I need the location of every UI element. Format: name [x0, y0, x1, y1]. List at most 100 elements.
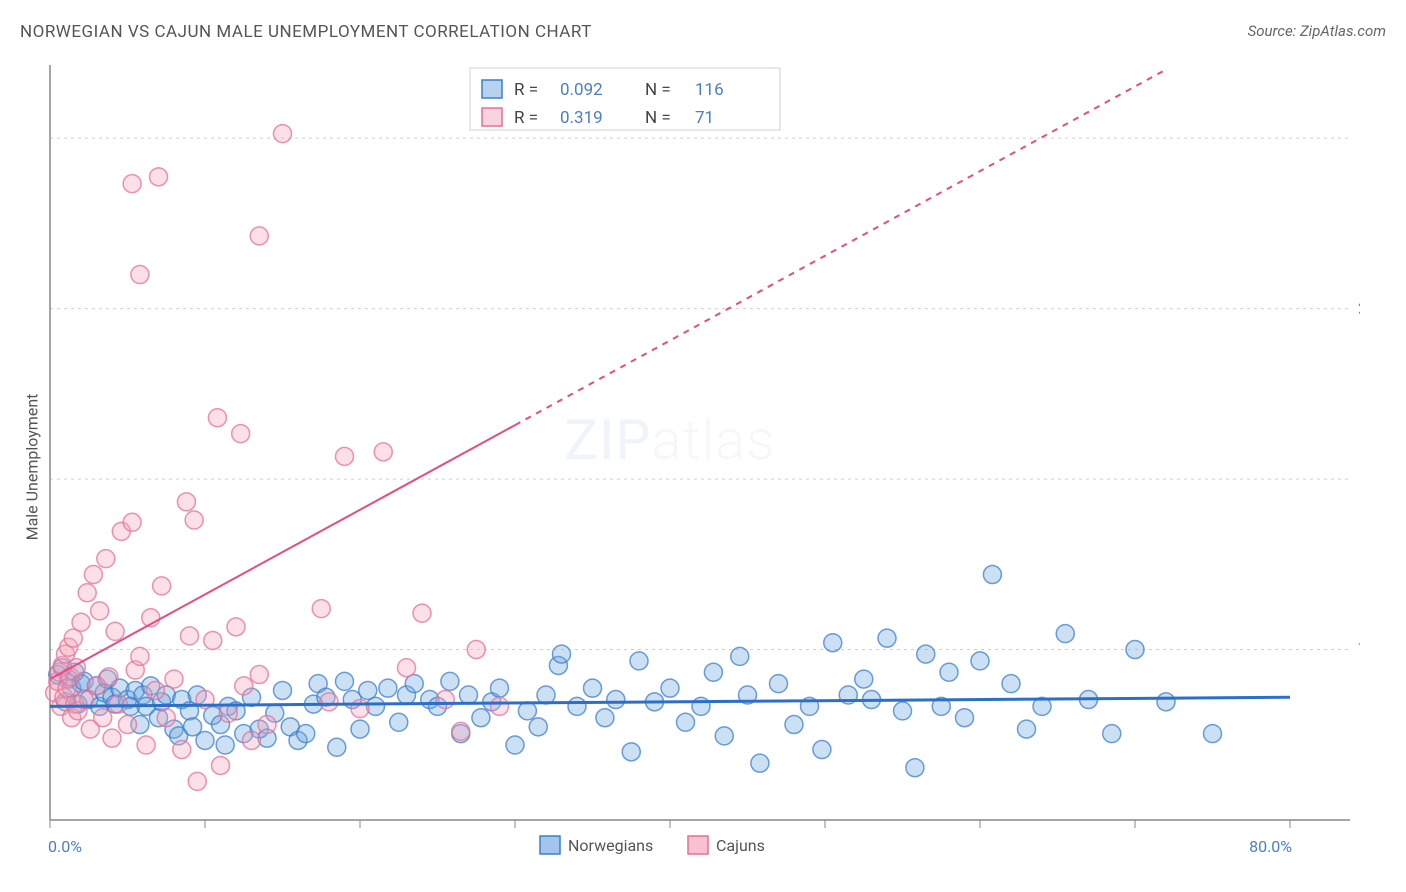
data-point: [630, 652, 648, 670]
stat-n-label: N =: [645, 108, 671, 128]
data-point: [84, 566, 102, 584]
data-point: [216, 736, 234, 754]
data-point: [441, 672, 459, 690]
data-point: [297, 725, 315, 743]
data-point: [320, 693, 338, 711]
data-point: [374, 443, 392, 461]
x-tick-label: 80.0%: [1249, 837, 1292, 856]
data-point: [153, 577, 171, 595]
stat-r-value: 0.092: [560, 80, 603, 100]
data-point: [956, 709, 974, 727]
data-point: [351, 720, 369, 738]
data-point: [250, 666, 268, 684]
regression-line: [50, 425, 515, 679]
data-point: [157, 709, 175, 727]
data-point: [661, 679, 679, 697]
data-point: [312, 600, 330, 618]
data-point: [584, 679, 602, 697]
data-point: [131, 647, 149, 665]
data-point: [351, 700, 369, 718]
data-point: [78, 584, 96, 602]
data-point: [607, 691, 625, 709]
data-point: [715, 727, 733, 745]
data-point: [258, 716, 276, 734]
data-point: [491, 697, 509, 715]
scatter-chart: 7.5%22.5%0.0%80.0%ZIPatlasR =0.092N =116…: [20, 60, 1360, 870]
data-point: [460, 686, 478, 704]
data-point: [235, 677, 253, 695]
legend-swatch: [540, 836, 560, 854]
data-point: [813, 741, 831, 759]
data-point: [1056, 625, 1074, 643]
data-point: [274, 125, 292, 143]
data-point: [328, 738, 346, 756]
data-point: [1103, 725, 1121, 743]
data-point: [208, 409, 226, 427]
data-point: [106, 622, 124, 640]
legend-swatch: [688, 836, 708, 854]
data-point: [983, 566, 1001, 584]
data-point: [232, 425, 250, 443]
data-point: [731, 647, 749, 665]
data-point: [243, 731, 261, 749]
data-point: [146, 681, 164, 699]
data-point: [622, 743, 640, 761]
data-point: [855, 670, 873, 688]
data-point: [173, 741, 191, 759]
y-tick-label: 7.5%: [1358, 640, 1360, 659]
data-point: [518, 702, 536, 720]
stat-r-value: 0.319: [560, 108, 603, 128]
data-point: [1204, 725, 1222, 743]
source-label: Source:: [1248, 22, 1300, 40]
data-point: [212, 756, 230, 774]
data-point: [677, 713, 695, 731]
source-value: ZipAtlas.com: [1300, 22, 1386, 40]
data-point: [1002, 675, 1020, 693]
y-axis-label: Male Unemployment: [23, 394, 42, 541]
source-citation: Source: ZipAtlas.com: [1248, 22, 1386, 40]
data-point: [109, 695, 127, 713]
data-point: [751, 754, 769, 772]
data-point: [785, 716, 803, 734]
chart-title: NORWEGIAN VS CAJUN MALE UNEMPLOYMENT COR…: [20, 22, 592, 42]
data-point: [568, 697, 586, 715]
data-point: [452, 722, 470, 740]
data-point: [72, 613, 90, 631]
data-point: [506, 736, 524, 754]
y-tick-label: 22.5%: [1358, 299, 1360, 318]
data-point: [103, 729, 121, 747]
data-point: [188, 772, 206, 790]
data-point: [165, 670, 183, 688]
data-point: [824, 634, 842, 652]
data-point: [971, 652, 989, 670]
legend-swatch: [482, 108, 502, 126]
data-point: [1018, 720, 1036, 738]
data-point: [529, 718, 547, 736]
watermark: ZIPatlas: [564, 407, 775, 473]
data-point: [906, 759, 924, 777]
data-point: [436, 691, 454, 709]
data-point: [94, 709, 112, 727]
data-point: [472, 709, 490, 727]
data-point: [204, 631, 222, 649]
chart-container: Male Unemployment 7.5%22.5%0.0%80.0%ZIPa…: [20, 60, 1386, 874]
data-point: [596, 709, 614, 727]
data-point: [123, 175, 141, 193]
data-point: [131, 266, 149, 284]
data-point: [119, 716, 137, 734]
data-point: [91, 602, 109, 620]
data-point: [274, 681, 292, 699]
data-point: [878, 629, 896, 647]
data-point: [336, 672, 354, 690]
data-point: [181, 627, 199, 645]
legend-label: Cajuns: [716, 836, 765, 855]
data-point: [491, 679, 509, 697]
data-point: [894, 702, 912, 720]
data-point: [196, 731, 214, 749]
legend-label: Norwegians: [568, 836, 653, 855]
data-point: [137, 736, 155, 754]
data-point: [1126, 641, 1144, 659]
data-point: [219, 704, 237, 722]
stat-n-value: 71: [695, 108, 714, 128]
data-point: [185, 511, 203, 529]
